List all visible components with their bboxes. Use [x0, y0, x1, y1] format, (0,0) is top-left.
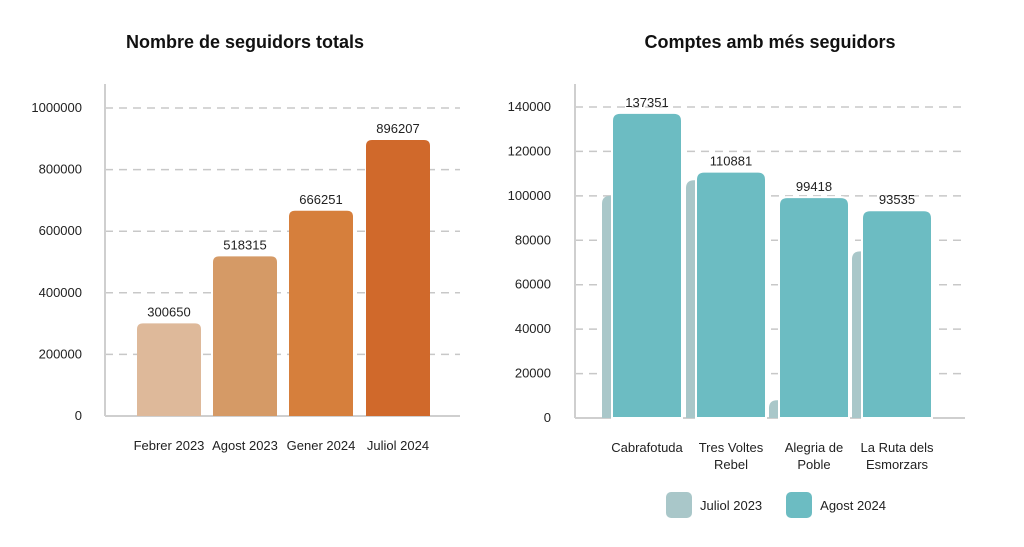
- right-y-tick-label: 80000: [515, 232, 551, 247]
- right-bar-series-2: [861, 209, 933, 419]
- right-bar-value-label: 99418: [796, 179, 832, 194]
- left-x-category-label: Febrer 2023: [134, 438, 205, 453]
- left-bar-value-label: 300650: [147, 304, 190, 319]
- left-x-category-label: Gener 2024: [287, 438, 356, 453]
- legend-swatch-series-2: [786, 492, 813, 518]
- right-x-category-label: Rebel: [714, 457, 748, 472]
- right-y-tick-label: 120000: [508, 143, 551, 158]
- right-bar-series-2: [611, 111, 683, 419]
- right-bar-value-label: 110881: [710, 154, 752, 169]
- right-x-category-label: Poble: [797, 457, 830, 472]
- left-x-category-label: Juliol 2024: [367, 438, 429, 453]
- legend-swatch-series-1: [666, 492, 692, 518]
- right-y-tick-label: 140000: [508, 99, 551, 114]
- legend-item-series-1: Juliol 2023: [666, 492, 762, 518]
- left-y-tick-label: 1000000: [31, 100, 82, 115]
- right-y-tick-label: 40000: [515, 321, 551, 336]
- left-y-tick-label: 0: [75, 408, 82, 423]
- left-x-category-label: Agost 2023: [212, 438, 278, 453]
- right-x-category-label: Alegria de: [785, 440, 844, 455]
- left-chart-title: Nombre de seguidors totals: [125, 32, 365, 52]
- left-bar: [137, 323, 201, 416]
- right-y-tick-label: 100000: [508, 188, 551, 203]
- right-x-category-label: Tres Voltes: [699, 440, 764, 455]
- legend-label-series-2: Agost 2024: [820, 497, 886, 513]
- right-x-category-label: Esmorzars: [866, 457, 929, 472]
- left-y-tick-label: 200000: [39, 346, 82, 361]
- right-bar-value-label: 137351: [625, 95, 668, 110]
- left-bar-value-label: 518315: [223, 237, 266, 252]
- right-bar-series-2: [778, 196, 850, 419]
- right-chart-legend: Juliol 2023 Agost 2024: [666, 492, 886, 518]
- left-bar: [289, 210, 353, 416]
- right-x-category-label: Cabrafotuda: [611, 440, 683, 455]
- legend-item-series-2: Agost 2024: [786, 492, 886, 518]
- left-y-tick-label: 800000: [39, 162, 82, 177]
- left-y-tick-label: 600000: [39, 223, 82, 238]
- right-bar-series-2: [695, 170, 767, 419]
- right-y-tick-label: 0: [544, 410, 551, 425]
- legend-label-series-1: Juliol 2023: [700, 497, 763, 513]
- left-y-tick-label: 400000: [39, 285, 82, 300]
- left-bar-value-label: 896207: [376, 121, 419, 136]
- right-y-tick-label: 20000: [515, 366, 551, 381]
- left-bar-value-label: 666251: [299, 192, 342, 207]
- right-chart-title: Comptes amb més seguidors: [644, 32, 896, 52]
- right-bar-value-label: 93535: [879, 192, 915, 207]
- left-bar: [366, 139, 430, 416]
- right-x-category-label: La Ruta dels: [861, 440, 934, 455]
- left-bar: [213, 256, 277, 416]
- right-y-tick-label: 60000: [515, 277, 551, 292]
